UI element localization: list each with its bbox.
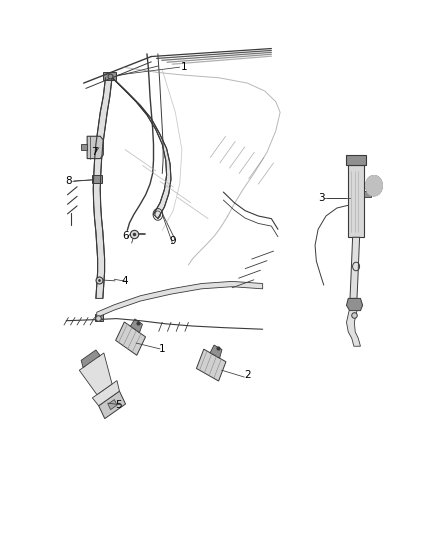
- Polygon shape: [116, 322, 145, 356]
- Polygon shape: [99, 391, 126, 418]
- Polygon shape: [87, 136, 103, 159]
- Polygon shape: [348, 165, 364, 237]
- Polygon shape: [346, 298, 363, 311]
- Polygon shape: [97, 281, 263, 318]
- Polygon shape: [92, 175, 102, 182]
- Polygon shape: [81, 144, 87, 150]
- Polygon shape: [81, 350, 100, 368]
- Text: 2: 2: [244, 370, 251, 381]
- Polygon shape: [131, 319, 142, 333]
- Text: 7: 7: [91, 147, 98, 157]
- Polygon shape: [79, 353, 112, 394]
- Text: 1: 1: [159, 344, 166, 354]
- Text: 9: 9: [170, 236, 177, 246]
- Text: 1: 1: [181, 62, 187, 72]
- Text: 3: 3: [318, 193, 325, 204]
- Polygon shape: [112, 78, 171, 219]
- Polygon shape: [346, 311, 360, 346]
- Text: 6: 6: [122, 231, 128, 241]
- Polygon shape: [108, 400, 117, 410]
- Text: 5: 5: [115, 400, 122, 410]
- Polygon shape: [95, 314, 103, 321]
- Polygon shape: [364, 191, 371, 197]
- Polygon shape: [210, 345, 222, 358]
- Polygon shape: [103, 72, 117, 80]
- Text: 4: 4: [122, 277, 128, 286]
- Polygon shape: [93, 78, 112, 298]
- Polygon shape: [350, 237, 360, 298]
- Polygon shape: [346, 155, 366, 165]
- Text: 8: 8: [65, 176, 72, 187]
- Polygon shape: [92, 381, 120, 406]
- Polygon shape: [196, 349, 226, 381]
- Circle shape: [366, 175, 382, 196]
